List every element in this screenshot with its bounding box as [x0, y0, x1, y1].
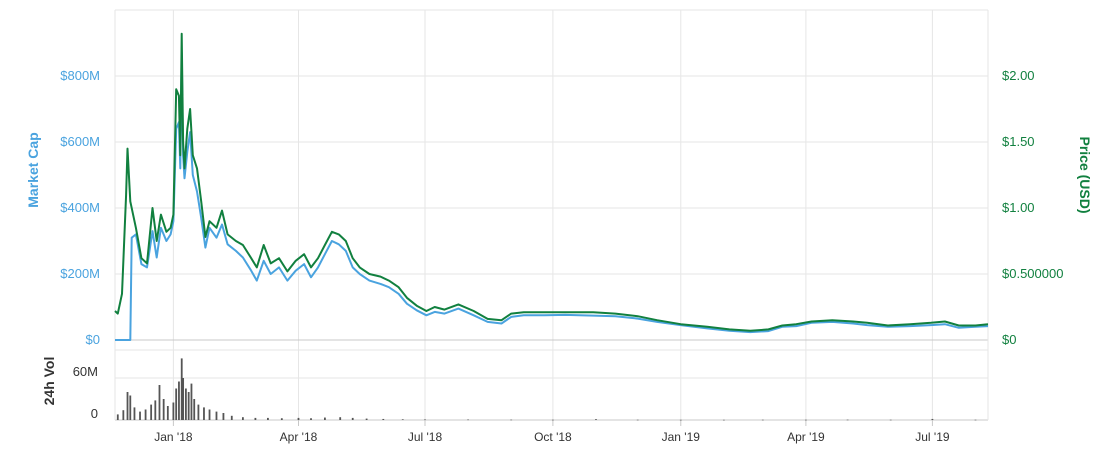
volume-bar — [241, 417, 244, 420]
volume-bar — [222, 413, 225, 420]
volume-bar — [636, 419, 639, 421]
volume-bar — [401, 419, 404, 420]
volume-bars — [116, 358, 977, 421]
volume-bar — [230, 415, 233, 420]
volume-bar — [310, 418, 312, 420]
volume-bar — [215, 411, 218, 420]
volume-bar — [203, 407, 205, 420]
volume-bar — [166, 406, 169, 420]
volume-axis-title: 24h Vol — [41, 357, 57, 406]
volume-bar — [595, 419, 597, 420]
volume-bar — [679, 419, 682, 421]
volume-bar — [351, 417, 354, 420]
price-tick-label: $2.00 — [1002, 68, 1035, 83]
price-tick-label: $1.00 — [1002, 200, 1035, 215]
volume-bar — [889, 419, 892, 421]
price-tick-label: $0 — [1002, 332, 1016, 347]
price-tick-label: $1.50 — [1002, 134, 1035, 149]
volume-bar — [324, 417, 326, 420]
volume-bar — [162, 399, 165, 420]
volume-bar — [722, 419, 725, 421]
volume-bar — [804, 419, 807, 421]
volume-bar — [931, 418, 934, 420]
volume-bar — [267, 417, 269, 420]
volume-bar — [182, 378, 185, 420]
volume-bar — [208, 409, 211, 420]
volume-bar — [144, 409, 147, 420]
volume-bar — [158, 385, 161, 420]
volume-bar — [139, 411, 141, 420]
x-tick-label: Apr '19 — [787, 430, 825, 444]
volume-bar — [297, 417, 300, 420]
volume-bar — [365, 418, 368, 420]
volume-bar — [339, 417, 342, 420]
volume-tick-label: 0 — [91, 406, 98, 421]
volume-bar — [126, 392, 129, 420]
x-tick-label: Jan '19 — [662, 430, 701, 444]
volume-bar — [150, 404, 153, 420]
market-cap-tick-label: $600M — [60, 134, 100, 149]
volume-bar — [424, 419, 426, 421]
volume-bar — [154, 400, 157, 420]
x-tick-label: Jul '19 — [915, 430, 950, 444]
x-tick-label: Oct '18 — [534, 430, 572, 444]
market-cap-axis: $0 $200M $400M $600M $800M — [60, 68, 100, 347]
volume-bar — [116, 414, 119, 420]
volume-bar — [129, 395, 132, 420]
x-tick-label: Jan '18 — [154, 430, 193, 444]
volume-bar — [197, 404, 200, 420]
volume-bar — [761, 419, 764, 421]
volume-bar — [846, 419, 849, 421]
price-axis: $0 $0.500000 $1.00 $1.50 $2.00 — [1002, 68, 1063, 347]
x-tick-label: Apr '18 — [280, 430, 318, 444]
volume-bar — [382, 418, 385, 420]
volume-bar — [974, 419, 977, 421]
price-line — [114, 32, 989, 332]
volume-axis: 0 60M — [73, 364, 98, 421]
price-axis-title: Price (USD) — [1077, 136, 1093, 213]
volume-bar — [133, 407, 136, 420]
grid-lines — [114, 9, 989, 421]
volume-bar — [178, 381, 180, 420]
market-cap-tick-label: $200M — [60, 266, 100, 281]
market-cap-tick-label: $0 — [86, 332, 100, 347]
x-tick-label: Jul '18 — [408, 430, 443, 444]
volume-bar — [193, 399, 196, 420]
volume-bar — [280, 418, 283, 420]
volume-bar — [175, 388, 178, 420]
volume-bar — [190, 383, 193, 420]
volume-bar — [551, 419, 554, 421]
price-tick-label: $0.500000 — [1002, 266, 1063, 281]
volume-bar — [180, 358, 183, 420]
volume-bar — [254, 417, 257, 420]
volume-tick-label: 60M — [73, 364, 98, 379]
market-cap-tick-label: $400M — [60, 200, 100, 215]
market-cap-line — [115, 51, 989, 341]
market-cap-tick-label: $800M — [60, 68, 100, 83]
date-axis: Jan '18 Apr '18 Jul '18 Oct '18 Jan '19 Apr '… — [154, 420, 950, 444]
volume-bar — [172, 402, 175, 420]
volume-bar — [187, 392, 190, 420]
volume-bar — [510, 419, 513, 421]
volume-bar — [122, 410, 125, 420]
series-lines — [114, 32, 989, 341]
volume-bar — [184, 388, 187, 420]
volume-bar — [467, 419, 469, 421]
market-cap-axis-title: Market Cap — [25, 132, 41, 207]
